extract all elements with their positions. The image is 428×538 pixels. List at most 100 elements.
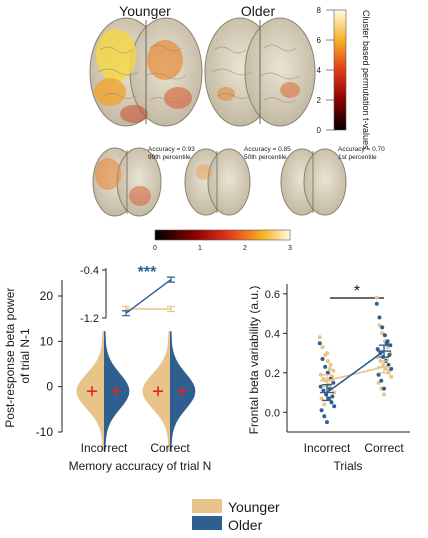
scatter-category-label: Correct: [364, 441, 404, 455]
colorbar-top-tick-label: 6: [317, 36, 322, 45]
scatter-point-younger: [327, 366, 332, 371]
scatter-ylabel: Frontal beta variability (a.u.): [247, 286, 261, 435]
subject-brain-1: Accuracy = 0.93 99th percentile: [92, 146, 195, 217]
scatter-y-tick-label: 0.6: [265, 289, 280, 301]
scatter-point-older: [382, 386, 386, 391]
scatter-point-older: [321, 388, 326, 393]
scatter-point-younger: [325, 359, 330, 363]
scatter-point-younger: [382, 392, 386, 397]
colorbar-bottom: 0 1 2 3: [153, 229, 292, 252]
scatter-point-younger: [325, 351, 329, 356]
violin-y-tick-label: 20: [40, 289, 54, 303]
violin-y-tick-label: 10: [40, 334, 54, 348]
inset-errorbar-older: [122, 310, 130, 317]
scatter-point-younger: [320, 345, 325, 350]
chart-violin: Post-response beta power of trial N-1 20…: [3, 264, 211, 473]
violin-ylabel: Post-response beta power of trial N-1: [3, 284, 32, 427]
scatter-point-older: [374, 301, 379, 306]
colorbar-top-tick-label: 8: [317, 6, 322, 15]
scatter-point-older: [317, 341, 322, 346]
scatter-point-younger: [374, 295, 379, 300]
violin-mean-marker: [177, 386, 187, 397]
scatter-point-younger: [318, 372, 323, 377]
inset-line-older: [125, 279, 172, 314]
subject-brain-2: Accuracy = 0.85 50th percentile: [184, 146, 291, 216]
scatter-point-younger: [317, 335, 322, 340]
scatter-errorbar-older: [320, 383, 334, 402]
scatter-point-older: [389, 366, 394, 371]
violin-mean-marker: [111, 386, 121, 397]
subject-2-accuracy: Accuracy = 0.85: [244, 146, 291, 153]
inset-significance: ***: [138, 264, 157, 281]
scatter-point-older: [320, 357, 325, 361]
scatter-point-older: [323, 364, 328, 369]
scatter-point-older: [382, 333, 387, 338]
legend-swatch-older: [192, 516, 222, 530]
scatter-point-older: [331, 380, 336, 385]
brain-older: [204, 17, 316, 127]
scatter-category-label: Incorrect: [304, 441, 351, 455]
colorbar-bottom-tick-label: 3: [288, 245, 292, 252]
subject-brain-3: Accuracy = 0.70 1st percentile: [280, 146, 385, 216]
scatter-point-older: [332, 404, 337, 409]
scatter-point-older: [380, 325, 385, 330]
chart-scatter: Frontal beta variability (a.u.) 0.6 0.4 0.…: [247, 283, 410, 473]
scatter-point-older: [376, 372, 381, 377]
scatter-point-younger: [389, 374, 394, 379]
violin-y-tick-label: -10: [36, 425, 54, 439]
scatter-significance: *: [354, 283, 360, 300]
scatter-point-older: [325, 370, 330, 375]
scatter-point-older: [386, 362, 391, 367]
scatter-point-older: [318, 384, 323, 389]
violin-category-label: Incorrect: [81, 441, 128, 455]
scatter-point-younger: [319, 396, 324, 401]
colorbar-bottom-tick-label: 1: [198, 245, 202, 252]
scatter-point-older: [325, 420, 329, 425]
subject-2-percentile: 50th percentile: [244, 154, 287, 161]
scatter-y-tick-label: 0.0: [265, 407, 280, 419]
scatter-y-tick-label: 0.4: [265, 328, 280, 340]
legend-label-younger: Younger: [228, 499, 280, 515]
scatter-point-older: [387, 353, 392, 357]
scatter-point-younger: [331, 368, 336, 373]
scatter-point-older: [326, 396, 331, 401]
violin-inset: -0.4 -1.2 ***: [80, 264, 175, 325]
subject-3-percentile: 1st percentile: [338, 154, 377, 161]
legend-swatch-younger: [192, 499, 222, 513]
scatter-point-younger: [328, 362, 333, 367]
scatter-point-older: [319, 408, 324, 413]
inset-y-tick-label: -1.2: [80, 313, 99, 325]
group-label-younger: Younger: [119, 3, 171, 19]
group-label-older: Older: [241, 3, 276, 19]
colorbar-top-tick-label: 2: [317, 96, 322, 105]
legend: Younger Older: [192, 499, 280, 533]
scatter-xlabel: Trials: [334, 459, 363, 473]
scatter-point-older: [322, 414, 327, 419]
scatter-errorbar-older: [377, 344, 391, 358]
scatter-point-older: [375, 347, 380, 352]
scatter-point-older: [329, 400, 334, 405]
scatter-point-older: [377, 315, 382, 320]
inset-y-tick-label: -0.4: [80, 265, 99, 277]
inset-errorbar-younger: [167, 305, 175, 313]
violin-mean-marker: [153, 386, 163, 397]
scatter-errorbar-younger: [377, 360, 391, 374]
scatter-point-older: [330, 394, 335, 399]
scatter-mean-line-older: [326, 350, 385, 394]
colorbar-top-label: Cluster based permutation t-values: [361, 10, 371, 150]
colorbar-bottom-tick-label: 2: [243, 245, 247, 252]
brain-younger: [89, 17, 203, 127]
legend-label-older: Older: [228, 517, 263, 533]
violin-mean-marker: [87, 386, 97, 397]
violin-ylabel-line1: Post-response beta power: [3, 288, 17, 428]
violin-ylabel-line2: of trial N-1: [18, 328, 32, 384]
scatter-point-younger: [322, 402, 327, 407]
violin-category-label: Correct: [150, 441, 190, 455]
scatter-mean-line-younger: [326, 366, 385, 382]
subject-3-accuracy: Accuracy = 0.70: [338, 146, 385, 153]
inset-errorbar-older: [167, 276, 175, 283]
colorbar-bottom-tick-label: 0: [153, 245, 157, 252]
scatter-point-older: [379, 378, 384, 383]
